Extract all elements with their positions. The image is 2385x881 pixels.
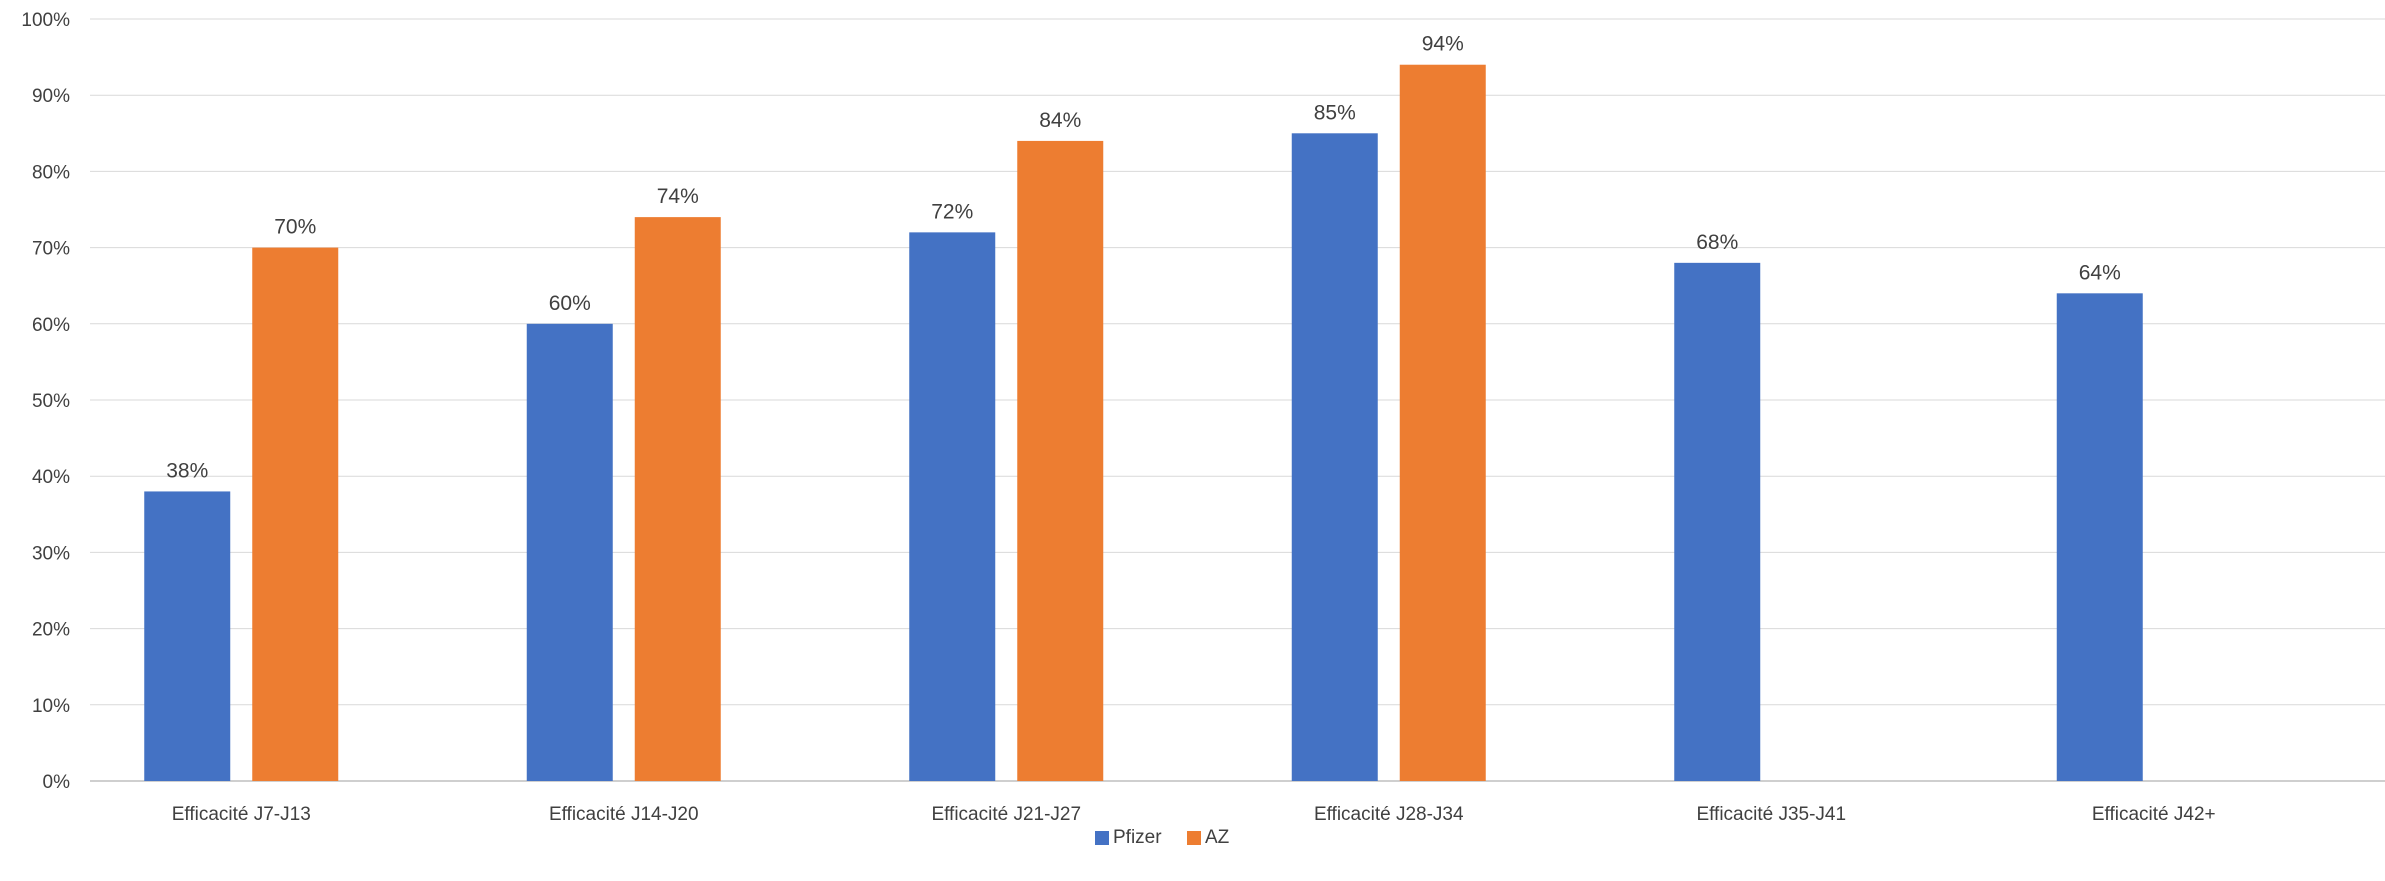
legend-label-az: AZ: [1205, 827, 1230, 845]
bar-az: [634, 217, 721, 781]
bar-az: [252, 247, 339, 782]
y-tick-label: 100%: [21, 10, 70, 31]
x-axis-labels: Efficacité J7-J13 Efficacité J14-J20 Effic…: [172, 804, 2216, 825]
bar-az: [1399, 64, 1486, 782]
y-tick-label: 40%: [32, 467, 70, 488]
category-label: Efficacité J42+: [2092, 804, 2216, 825]
bar-pfizer: [909, 232, 996, 782]
legend-label-pfizer: Pfizer: [1113, 827, 1162, 845]
category-label: Efficacité J14-J20: [549, 804, 699, 825]
data-label: 64%: [2079, 261, 2121, 284]
bar-pfizer: [2056, 293, 2143, 781]
data-label: 38%: [166, 459, 208, 482]
y-tick-label: 30%: [32, 543, 70, 564]
y-tick-label: 80%: [32, 162, 70, 183]
y-tick-label: 10%: [32, 696, 70, 717]
y-tick-label: 0%: [43, 772, 71, 793]
y-tick-label: 50%: [32, 391, 70, 412]
bars: [144, 64, 2143, 782]
y-tick-label: 20%: [32, 620, 70, 641]
category-label: Efficacité J21-J27: [931, 804, 1081, 825]
data-labels: 38% 70% 60% 74% 72% 84% 85% 94% 68% 64%: [166, 33, 2121, 483]
data-label: 70%: [274, 216, 316, 239]
bar-pfizer: [526, 323, 613, 781]
data-label: 68%: [1696, 231, 1738, 254]
legend-swatch-az: [1187, 831, 1201, 845]
category-label: Efficacité J35-J41: [1696, 804, 1846, 825]
caption-text: [8, 844, 2378, 881]
gridlines: [90, 18, 2385, 782]
category-label: Efficacité J7-J13: [172, 804, 311, 825]
category-label: Efficacité J28-J34: [1314, 804, 1464, 825]
data-label: 94%: [1422, 33, 1464, 56]
data-label: 60%: [549, 292, 591, 315]
y-tick-label: 60%: [32, 315, 70, 336]
legend-swatch-pfizer: [1095, 831, 1109, 845]
bar-chart: 0% 10% 20% 30% 40% 50% 60% 70% 80% 90% 100% 38% 70%…: [21, 10, 2385, 845]
legend: Pfizer AZ: [1095, 827, 1230, 845]
bar-az: [1017, 140, 1104, 782]
bar-pfizer: [1291, 133, 1378, 782]
data-label: 74%: [657, 185, 699, 208]
data-label: 84%: [1039, 109, 1081, 132]
data-label: 72%: [931, 200, 973, 223]
bar-pfizer: [144, 491, 231, 781]
y-axis-ticks: 0% 10% 20% 30% 40% 50% 60% 70% 80% 90% 100%: [21, 10, 70, 793]
data-label: 85%: [1314, 101, 1356, 124]
y-tick-label: 90%: [32, 86, 70, 107]
bar-pfizer: [1674, 262, 1761, 782]
y-tick-label: 70%: [32, 239, 70, 260]
